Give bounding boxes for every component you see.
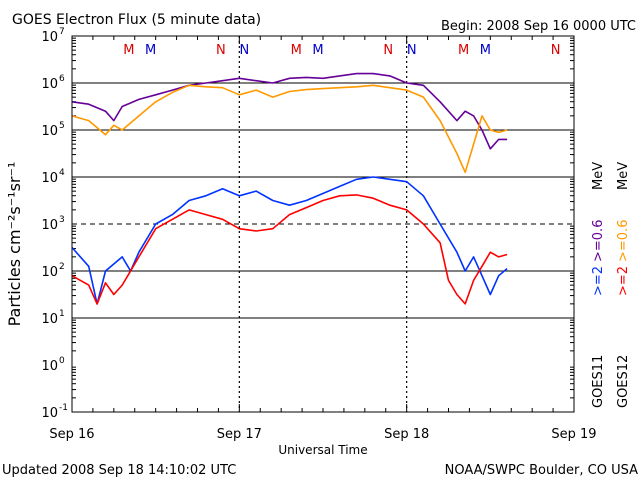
- grid-layer: [71, 36, 575, 412]
- series-layer: [71, 72, 508, 305]
- mn-marker-m: M: [458, 43, 469, 58]
- x-tick-label: Sep 16: [49, 427, 94, 442]
- mn-marker-n: N: [239, 43, 249, 58]
- y-tick-label-base: 10: [41, 124, 58, 139]
- goes12-label: GOES12: [616, 355, 631, 408]
- y-tick-label-exp: 5: [59, 121, 65, 131]
- y-tick-label-base: 10: [41, 30, 58, 45]
- y-tick-label-base: 10: [41, 218, 58, 233]
- y-tick-label-exp: 7: [59, 27, 65, 37]
- mn-marker-m: M: [123, 43, 134, 58]
- chart-title: GOES Electron Flux (5 minute data): [12, 12, 261, 28]
- y-tick-label-base: 10: [41, 359, 58, 374]
- mn-marker-n: N: [551, 43, 561, 58]
- legend-g12-ge2: >=2: [616, 266, 631, 296]
- y-tick-label-exp: 0: [59, 356, 65, 366]
- y-tick-label-base: 10: [41, 77, 58, 92]
- y-tick-label-base: 10: [41, 171, 58, 186]
- x-tick-label: Sep 18: [384, 427, 429, 442]
- x-tick-label: Sep 19: [551, 427, 596, 442]
- series-goes11-e06: [71, 72, 508, 150]
- right-legend: GOES11 GOES12 >=2 >=0.6 MeV >=2 >=0.6 Me…: [591, 162, 631, 408]
- footer-updated: Updated 2008 Sep 18 14:10:02 UTC: [2, 463, 236, 478]
- legend-g11-ge2: >=2: [591, 266, 606, 296]
- y-tick-label-exp: 6: [59, 74, 65, 84]
- legend-g12-unit: MeV: [616, 162, 631, 190]
- mn-marker-m: M: [312, 43, 323, 58]
- mn-marker-n: N: [216, 43, 226, 58]
- mn-marker-m: M: [145, 43, 156, 58]
- y-tick-label-base: 10: [41, 406, 58, 421]
- mn-marker-n: N: [407, 43, 417, 58]
- y-tick-label-exp: 3: [59, 215, 65, 225]
- x-axis-label: Universal Time: [278, 443, 367, 457]
- y-tick-label-exp: -1: [59, 403, 68, 413]
- mn-marker-m: M: [291, 43, 302, 58]
- legend-g11-unit: MeV: [591, 162, 606, 190]
- mn-marker-m: M: [480, 43, 491, 58]
- begin-label: Begin: 2008 Sep 16 0000 UTC: [441, 19, 636, 34]
- x-tick-label: Sep 17: [217, 427, 262, 442]
- series-goes12-e2: [71, 194, 508, 305]
- legend-g11-ge06: >=0.6: [591, 220, 606, 262]
- y-tick-label-base: 10: [41, 265, 58, 280]
- y-tick-label-exp: 2: [59, 262, 65, 272]
- series-goes11-e2: [71, 176, 508, 305]
- series-goes12-e06: [71, 84, 508, 174]
- mn-marker-n: N: [383, 43, 393, 58]
- legend-g12-ge06: >=0.6: [616, 220, 631, 262]
- plot-frame: [71, 35, 575, 413]
- footer-credit: NOAA/SWPC Boulder, CO USA: [445, 463, 638, 478]
- goes11-label: GOES11: [591, 355, 606, 408]
- y-tick-label-exp: 1: [59, 309, 65, 319]
- y-axis-label: Particles cm⁻²s⁻¹sr⁻¹: [5, 162, 24, 327]
- y-tick-label-base: 10: [41, 312, 58, 327]
- y-tick-label-exp: 4: [59, 168, 65, 178]
- x-tick-labels: Sep 16 Sep 17 Sep 18 Sep 19: [49, 427, 596, 442]
